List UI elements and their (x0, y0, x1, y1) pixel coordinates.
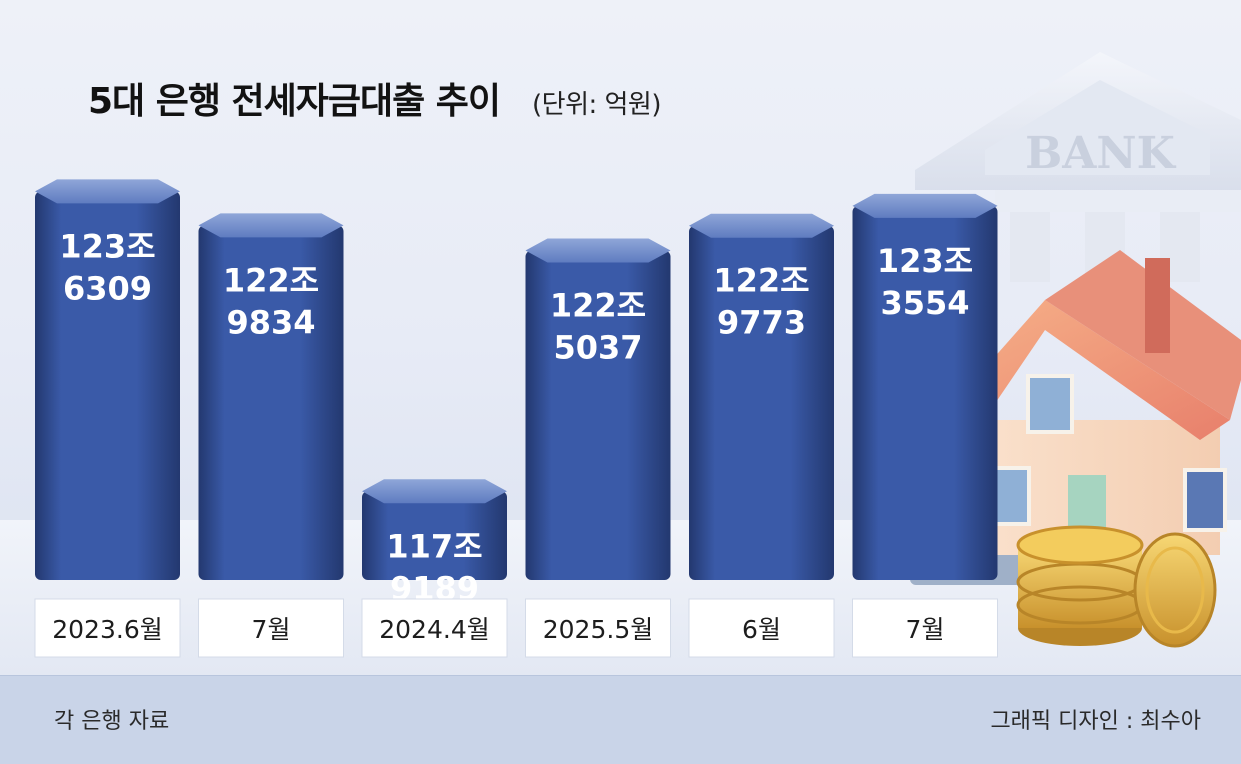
bar-value-label: 3554 (880, 284, 969, 322)
category-label: 2025.5월 (543, 615, 653, 644)
bar-value-label: 122조 (223, 261, 319, 299)
source-note: 각 은행 자료 (54, 709, 170, 734)
category-label: 7월 (252, 615, 291, 644)
bar-cap (198, 213, 344, 238)
bar-body (852, 205, 998, 581)
footer (0, 675, 1241, 764)
bar-body (525, 250, 671, 580)
category-box (688, 598, 835, 658)
house-icon (910, 250, 1241, 585)
bar-value-label: 9834 (226, 303, 315, 341)
category-box (198, 598, 344, 658)
bar-value-label: 6309 (63, 269, 152, 307)
bar-cap (525, 238, 671, 263)
category-box (525, 598, 671, 658)
category-label: 7월 (906, 615, 945, 644)
category-label: 2023.6월 (52, 615, 162, 644)
bar-value-label: 122조 (713, 262, 809, 300)
bar-value-label: 123조 (59, 227, 155, 265)
category-box (852, 598, 998, 658)
bar-body (689, 225, 834, 580)
bar-body (198, 225, 344, 580)
bar: 123조 6309 (35, 179, 180, 580)
bar-cap (35, 179, 180, 204)
bank-sign: BANK (1025, 128, 1177, 179)
bank-building-icon: BANK (915, 52, 1241, 282)
category-box (34, 598, 181, 658)
bar-cap (362, 479, 507, 504)
bar: 122조 9773 (689, 213, 834, 580)
bar-body (35, 191, 180, 580)
bar-value-label: 9773 (717, 304, 806, 342)
unit-note: (단위: 억원) (532, 90, 662, 120)
category-label: 2024.4월 (379, 615, 489, 644)
category-label: 6월 (742, 615, 781, 644)
credit-note: 그래픽 디자인 : 최수아 (990, 709, 1201, 734)
bar-cap (852, 193, 998, 218)
bar-value-label: 122조 (550, 287, 646, 325)
coins-icon (1016, 525, 1217, 648)
bar-value-label: 117조 (386, 527, 482, 565)
chart-title: 5대 은행 전세자금대출 추이 (88, 81, 501, 122)
bar: 122조 9834 (198, 213, 344, 580)
bar-body (362, 491, 507, 580)
bar-value-label: 123조 (877, 242, 973, 280)
bar-value-label: 5037 (553, 329, 642, 367)
bar: 122조 5037 (525, 238, 671, 580)
bar-cap (689, 213, 834, 238)
category-box (361, 598, 508, 658)
bar: 123조 3554 (852, 193, 998, 581)
